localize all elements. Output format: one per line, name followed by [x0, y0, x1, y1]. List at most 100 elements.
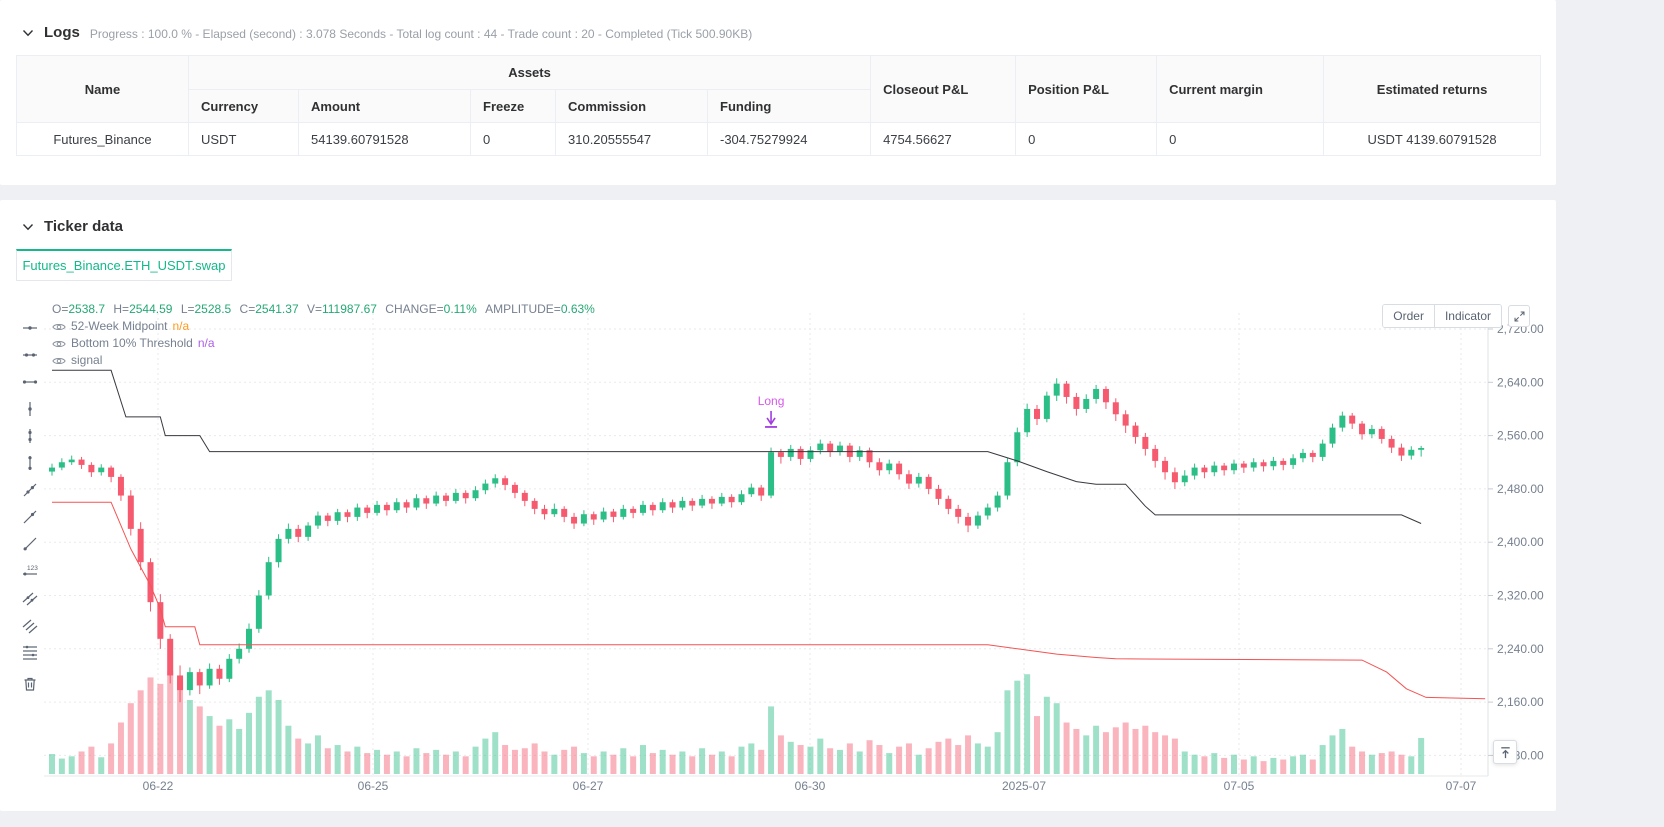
svg-text:2025-07: 2025-07 — [1002, 779, 1046, 793]
col-header-amount: Amount — [298, 89, 471, 123]
tab-futures-binance-eth-usdt-swap[interactable]: Futures_Binance.ETH_USDT.swap — [16, 249, 232, 281]
svg-text:06-27: 06-27 — [573, 779, 604, 793]
tool-vertical-segment[interactable] — [21, 427, 39, 445]
tool-trend-line[interactable] — [21, 481, 39, 499]
cell-funding: -304.75279924 — [706, 122, 872, 156]
col-header-commission: Commission — [555, 89, 708, 123]
svg-text:2,320.00: 2,320.00 — [1497, 589, 1544, 603]
col-header-name: Name — [16, 55, 189, 123]
svg-text:2,240.00: 2,240.00 — [1497, 642, 1544, 656]
indicator-legend-row: Bottom 10% Threshold n/a — [52, 335, 598, 352]
svg-text:Long: Long — [758, 394, 785, 408]
tool-price-channel[interactable] — [21, 643, 39, 661]
cell-commission: 310.20555547 — [555, 122, 708, 156]
tool-line-segment[interactable] — [21, 535, 39, 553]
indicator-button[interactable]: Indicator — [1433, 305, 1501, 327]
chevron-down-icon[interactable] — [22, 28, 34, 38]
col-header-assets: Assets — [187, 55, 872, 90]
grid-layer — [44, 313, 1488, 776]
x-axis-labels: 06-22 06-25 06-27 06-30 2025-07 07-05 07-07 — [143, 779, 1477, 793]
cell-currency: USDT — [188, 122, 299, 156]
chart-wrap: 123 Long 2,720.00 2,640.00 2,560.00 2,480.00… — [16, 293, 1556, 807]
drawing-toolbar: 123 — [16, 293, 44, 807]
cell-margin: 0 — [1156, 122, 1325, 156]
cell-name: Futures_Binance — [16, 122, 189, 156]
svg-text:06-22: 06-22 — [143, 779, 174, 793]
svg-text:2,640.00: 2,640.00 — [1497, 375, 1544, 389]
tool-vertical-line[interactable] — [21, 400, 39, 418]
kline-chart[interactable]: Long2,720.002,640.002,560.002,480.002,40… — [44, 293, 1556, 807]
price-channel-icon — [23, 645, 37, 660]
vertical-ray-icon — [28, 456, 32, 470]
svg-text:2,400.00: 2,400.00 — [1497, 535, 1544, 549]
horizontal-ray-icon — [22, 380, 38, 384]
long-marker: Long — [758, 394, 785, 428]
svg-text:123: 123 — [27, 565, 38, 572]
ticker-card: Ticker data Futures_Binance.ETH_USDT.swa… — [0, 200, 1556, 811]
parallel-channel-icon — [22, 592, 38, 606]
horizontal-line-icon — [23, 326, 37, 330]
cell-freeze: 0 — [470, 122, 556, 156]
svg-text:2,160.00: 2,160.00 — [1497, 695, 1544, 709]
main-content: Logs Progress : 100.0 % - Elapsed (secon… — [0, 0, 1556, 811]
scroll-to-top-button[interactable] — [1493, 740, 1517, 764]
tool-parallel-channel[interactable] — [21, 589, 39, 607]
cell-closeout: 4754.56627 — [870, 122, 1017, 156]
fullscreen-icon — [1514, 311, 1524, 321]
tool-ray-line[interactable] — [21, 508, 39, 526]
cell-returns: USDT 4139.60791528 — [1323, 122, 1542, 156]
assets-table: Name Assets Closeout P&L Position P&L Cu… — [16, 55, 1542, 156]
svg-text:06-25: 06-25 — [358, 779, 389, 793]
logs-header: Logs Progress : 100.0 % - Elapsed (secon… — [22, 0, 1540, 41]
parallel-lines-icon — [22, 619, 38, 634]
volume-layer — [49, 671, 1425, 774]
tool-delete[interactable] — [21, 675, 39, 693]
order-button[interactable]: Order — [1383, 305, 1434, 327]
table-row: Futures_Binance USDT 54139.60791528 0 31… — [16, 122, 1542, 156]
logs-progress-text: Progress : 100.0 % - Elapsed (second) : … — [89, 26, 753, 41]
col-header-position: Position P&L — [1015, 55, 1158, 123]
vertical-segment-icon — [28, 429, 32, 443]
tool-vertical-ray[interactable] — [21, 454, 39, 472]
delete-icon — [24, 677, 36, 691]
svg-text:07-07: 07-07 — [1446, 779, 1477, 793]
trend-line-icon — [23, 483, 37, 497]
logs-card: Logs Progress : 100.0 % - Elapsed (secon… — [0, 0, 1556, 185]
ticker-title: Ticker data — [44, 218, 123, 235]
order-indicator-group: Order Indicator — [1382, 304, 1502, 328]
cell-position: 0 — [1015, 122, 1158, 156]
chart-area: Long 2,720.00 2,640.00 2,560.00 2,480.00 2,40… — [44, 293, 1556, 807]
eye-icon[interactable] — [52, 355, 66, 367]
tool-parallel-lines[interactable] — [21, 616, 39, 634]
price-line-icon: 123 — [23, 565, 38, 576]
ray-line-icon — [23, 510, 37, 524]
col-header-funding: Funding — [706, 89, 872, 123]
threshold-line — [52, 501, 1486, 700]
fullscreen-button[interactable] — [1508, 305, 1530, 327]
ohlc-legend: O=2538.7 H=2544.59 L=2528.5 C=2541.37 V=… — [52, 302, 595, 316]
tool-horizontal-line[interactable] — [21, 319, 39, 337]
eye-icon[interactable] — [52, 338, 66, 350]
svg-text:2,480.00: 2,480.00 — [1497, 482, 1544, 496]
ticker-header: Ticker data — [22, 200, 1556, 235]
tool-horizontal-segment[interactable] — [21, 346, 39, 364]
horizontal-segment-icon — [23, 353, 37, 357]
col-header-currency: Currency — [188, 89, 299, 123]
indicator-legend-row: signal — [52, 352, 598, 369]
svg-text:2,560.00: 2,560.00 — [1497, 429, 1544, 443]
ticker-tabbar: Futures_Binance.ETH_USDT.swap — [16, 249, 1556, 281]
chevron-down-icon[interactable] — [22, 222, 34, 232]
tool-price-line[interactable]: 123 — [21, 562, 39, 580]
chart-legend: O=2538.7 H=2544.59 L=2528.5 C=2541.37 V=… — [52, 301, 598, 369]
candles-layer — [49, 378, 1425, 703]
chart-buttons: Order Indicator — [1382, 304, 1530, 328]
scroll-to-top-icon — [1500, 746, 1510, 758]
cell-amount: 54139.60791528 — [298, 122, 471, 156]
y-axis-labels: 2,720.002,640.002,560.002,480.002,400.00… — [1488, 322, 1544, 762]
col-header-freeze: Freeze — [470, 89, 556, 123]
signal-line — [52, 369, 1422, 524]
eye-icon[interactable] — [52, 321, 66, 333]
col-header-returns: Estimated returns — [1323, 55, 1542, 123]
tool-horizontal-ray[interactable] — [21, 373, 39, 391]
